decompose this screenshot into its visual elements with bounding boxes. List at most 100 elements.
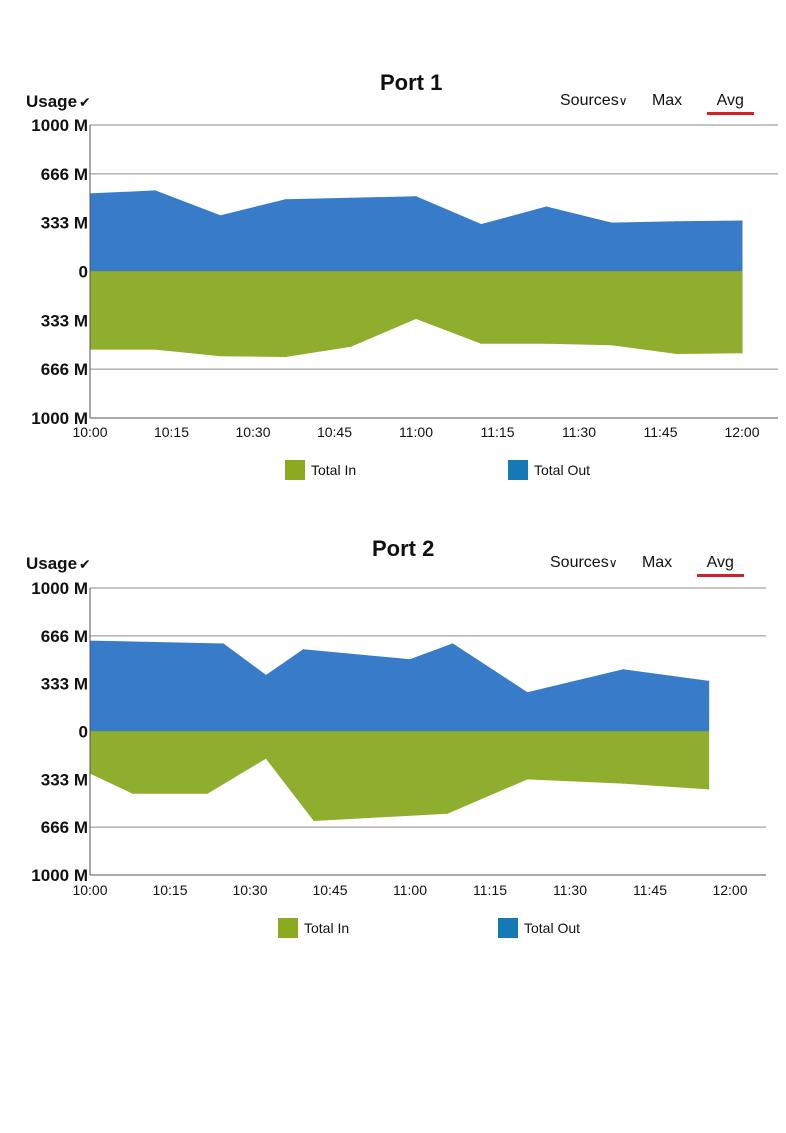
legend-item-total-in[interactable]: Total In (278, 918, 349, 938)
data-point (452, 643, 454, 645)
chart-port-2: Port 2 Usage ✔︎ Sources∨ Max Avg 1000 M 66… (0, 530, 786, 960)
legend-item-total-out[interactable]: Total Out (508, 460, 590, 480)
x-tick-label: 12:00 (724, 424, 759, 440)
usage-label: Usage (26, 554, 78, 573)
x-tick-label: 11:45 (633, 882, 667, 898)
data-point (285, 199, 287, 201)
data-point (415, 196, 417, 198)
chevron-down-icon: ✔︎ (79, 556, 91, 572)
y-tick-label: 333 M (41, 311, 88, 330)
chart-title: Port 2 (372, 536, 435, 561)
x-tick-label: 11:30 (553, 882, 587, 898)
data-point (222, 643, 224, 645)
data-point (622, 669, 624, 671)
data-point (302, 649, 304, 651)
data-point (446, 812, 448, 814)
y-tick-label: 0 (79, 723, 88, 742)
data-point (480, 224, 482, 226)
x-tick-label: 11:00 (393, 882, 427, 898)
data-point (611, 222, 613, 224)
data-point (526, 778, 528, 780)
y-tick-label: 333 M (41, 675, 88, 694)
data-point (741, 220, 743, 222)
data-point (676, 352, 678, 355)
legend-item-total-in[interactable]: Total In (285, 460, 356, 480)
data-point (676, 221, 678, 223)
x-tick-label: 10:00 (72, 882, 107, 898)
x-tick-label: 10:30 (232, 882, 267, 898)
legend-swatch (498, 918, 518, 938)
data-point (350, 197, 352, 199)
area-total-out (89, 190, 743, 272)
x-tick-label: 11:00 (399, 424, 433, 440)
chart-controls: Sources∨ Max Avg (550, 554, 744, 577)
avg-toggle[interactable]: Avg (706, 92, 754, 115)
data-point (219, 355, 221, 357)
data-point (285, 355, 287, 358)
data-point (265, 674, 267, 677)
x-tick-label: 11:30 (562, 424, 596, 440)
data-point (480, 342, 482, 344)
x-tick-label: 10:15 (154, 424, 189, 440)
data-point (415, 317, 417, 319)
chart-port-1: Port 1 Usage ✔︎ Sources∨ Max Avg 1000 M 66… (0, 0, 786, 500)
usage-dropdown[interactable]: Usage ✔︎ (26, 92, 91, 112)
y-tick-label: 666 M (41, 818, 88, 837)
y-tick-label: 333 M (41, 770, 88, 789)
data-point (708, 680, 710, 682)
data-point (741, 352, 743, 354)
legend-item-total-out[interactable]: Total Out (498, 918, 580, 938)
data-point (265, 757, 267, 759)
legend-swatch (508, 460, 528, 480)
y-tick-label: 1000 M (31, 579, 88, 598)
legend-swatch (278, 918, 298, 938)
area-total-in (89, 731, 710, 821)
data-point (611, 344, 613, 346)
x-tick-label: 11:45 (644, 424, 678, 440)
max-toggle[interactable]: Max (641, 554, 673, 571)
x-tick-label: 11:15 (481, 424, 515, 440)
y-tick-label: 1000 M (31, 409, 88, 428)
data-point (313, 819, 315, 822)
chart-title: Port 1 (380, 70, 443, 95)
x-tick-label: 10:45 (312, 882, 347, 898)
area-total-in (89, 271, 743, 357)
sources-dropdown[interactable]: Sources∨ (560, 92, 628, 109)
data-point (132, 792, 134, 794)
sources-dropdown[interactable]: Sources∨ (550, 554, 618, 571)
data-point (545, 206, 548, 208)
max-toggle[interactable]: Max (651, 92, 683, 109)
chart-controls: Sources∨ Max Avg (560, 92, 754, 115)
x-tick-label: 10:30 (235, 424, 270, 440)
chevron-down-icon: ✔︎ (79, 94, 91, 110)
data-point (350, 345, 352, 347)
legend-swatch (285, 460, 305, 480)
data-point (708, 788, 710, 790)
usage-label: Usage (26, 92, 78, 111)
y-tick-label: 666 M (41, 627, 88, 646)
y-tick-label: 0 (79, 263, 88, 282)
x-tick-label: 10:45 (317, 424, 352, 440)
chevron-down-icon: ∨ (608, 556, 618, 570)
y-tick-label: 666 M (41, 360, 88, 379)
x-tick-label: 10:00 (72, 424, 107, 440)
usage-dropdown[interactable]: Usage ✔︎ (26, 554, 91, 574)
avg-toggle[interactable]: Avg (696, 554, 744, 577)
data-point (526, 692, 528, 694)
y-tick-label: 1000 M (31, 866, 88, 885)
data-point (206, 792, 208, 794)
chevron-down-icon: ∨ (618, 94, 628, 108)
area-total-out (89, 640, 710, 732)
x-tick-label: 10:15 (152, 882, 187, 898)
y-tick-label: 333 M (41, 214, 88, 233)
y-tick-label: 666 M (41, 165, 88, 184)
data-point (219, 215, 221, 217)
data-point (545, 342, 548, 344)
data-point (409, 659, 411, 661)
y-tick-label: 1000 M (31, 116, 88, 135)
data-point (622, 782, 624, 784)
x-tick-label: 12:00 (712, 882, 747, 898)
x-tick-label: 11:15 (473, 882, 507, 898)
